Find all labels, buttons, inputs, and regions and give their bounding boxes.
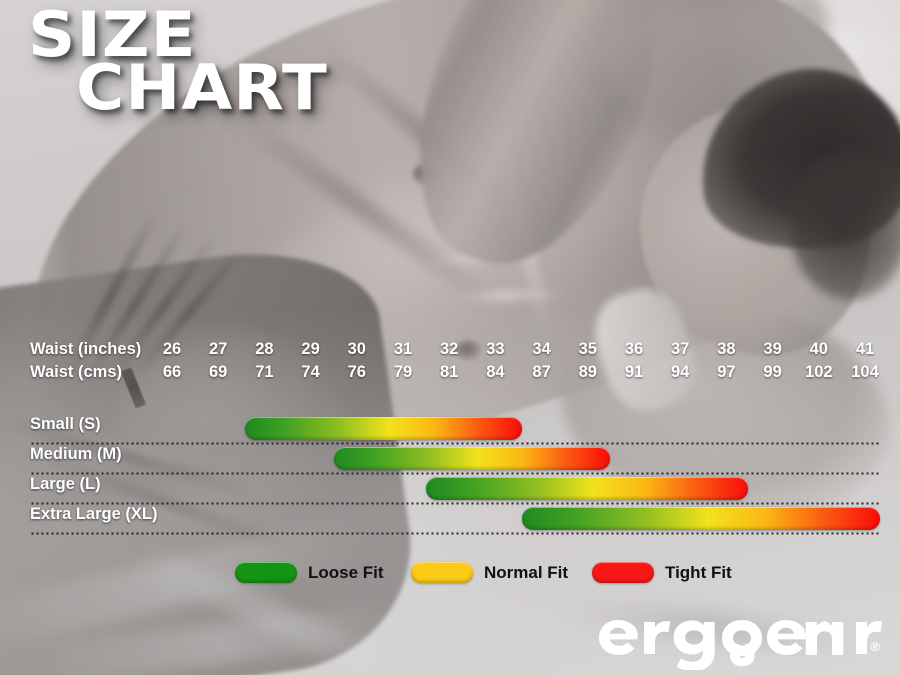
measurement-cell: 30 xyxy=(347,340,366,358)
measurement-cell: 34 xyxy=(532,340,551,358)
size-row: Extra Large (XL) xyxy=(0,505,900,535)
measurement-cell: 84 xyxy=(486,363,505,381)
measurement-cell: 79 xyxy=(393,363,413,381)
measurement-table: Waist (inches) 26 27 28 29 30 31 32 33 34 35 36 37 38… xyxy=(0,340,900,386)
measurement-row: Waist (inches) 26 27 28 29 30 31 32 33 34 35 36 37 38… xyxy=(0,340,900,363)
measurement-row: Waist (cms) 66 69 71 74 76 79 81 84 87 89 91 94 97 99 1… xyxy=(0,363,900,386)
size-row: Medium (M) xyxy=(0,445,900,475)
measurement-cell: 71 xyxy=(255,363,274,381)
ergowear-wordmark xyxy=(599,620,883,670)
registered-trademark-icon: ® xyxy=(870,639,880,654)
row-divider xyxy=(30,442,880,445)
legend-swatch xyxy=(235,562,297,583)
measurement-cell: 99 xyxy=(763,363,782,381)
measurement-row-label: Waist (cms) xyxy=(30,363,122,381)
measurement-cell: 29 xyxy=(301,340,320,358)
measurement-cell: 94 xyxy=(671,363,690,381)
measurement-cell: 41 xyxy=(855,340,875,358)
title-line-size: SIZE xyxy=(28,0,197,71)
fit-legend: Loose Fit Normal Fit Tight Fit xyxy=(0,562,900,590)
model-hair xyxy=(790,150,900,300)
size-row-label: Small (S) xyxy=(30,415,101,433)
page-title: SIZE CHART xyxy=(28,3,327,119)
row-divider xyxy=(30,532,880,535)
measurement-cell: 97 xyxy=(717,363,736,381)
legend-swatch xyxy=(592,562,654,583)
size-row: Large (L) xyxy=(0,475,900,505)
measurement-cell: 33 xyxy=(486,340,505,358)
row-divider xyxy=(30,472,880,475)
fit-range-bar xyxy=(334,447,610,470)
measurement-cell: 37 xyxy=(671,340,690,358)
size-row-label: Extra Large (XL) xyxy=(30,505,158,523)
measurement-cells: 26 27 28 29 30 31 32 33 34 35 36 37 38 39 40 41 xyxy=(0,340,900,363)
measurement-cell: 40 xyxy=(809,340,828,358)
size-row-label: Medium (M) xyxy=(30,445,122,463)
measurement-cell: 39 xyxy=(763,340,782,358)
measurement-cell: 66 xyxy=(162,363,182,381)
measurement-cell: 76 xyxy=(347,363,366,381)
legend-swatch xyxy=(411,562,473,583)
measurement-cell: 27 xyxy=(209,340,228,358)
measurement-cell: 91 xyxy=(624,363,644,381)
measurement-row-label: Waist (inches) xyxy=(30,340,142,358)
legend-label: Loose Fit xyxy=(308,562,384,582)
measurement-cell: 89 xyxy=(578,363,597,381)
ergowear-logo: ® xyxy=(588,602,888,670)
measurement-cell: 38 xyxy=(717,340,736,358)
fit-range-bar xyxy=(426,477,748,500)
size-rows: Small (S) Medium (M) Large (L) Extra Large … xyxy=(0,415,900,535)
measurement-cell: 36 xyxy=(624,340,644,358)
measurement-cell: 87 xyxy=(532,363,551,381)
measurement-cell: 102 xyxy=(805,363,833,381)
size-row-label: Large (L) xyxy=(30,475,101,493)
torso-detail xyxy=(455,340,481,360)
measurement-cell: 81 xyxy=(440,363,459,381)
size-row: Small (S) xyxy=(0,415,900,445)
fit-range-bar xyxy=(522,507,880,530)
measurement-cell: 31 xyxy=(393,340,413,358)
legend-label: Normal Fit xyxy=(484,562,569,582)
measurement-cell: 26 xyxy=(162,340,182,358)
legend-item: Tight Fit xyxy=(592,562,732,583)
legend-item: Loose Fit xyxy=(235,562,384,583)
row-divider xyxy=(30,502,880,505)
fit-range-bar xyxy=(245,417,522,440)
measurement-cell: 69 xyxy=(209,363,228,381)
title-line-chart: CHART xyxy=(76,51,328,125)
legend-item: Normal Fit xyxy=(411,562,568,583)
measurement-cell: 35 xyxy=(578,340,597,358)
measurement-cells: 66 69 71 74 76 79 81 84 87 89 91 94 97 99 102 104 xyxy=(0,363,900,386)
measurement-cell: 28 xyxy=(255,340,274,358)
measurement-cell: 74 xyxy=(301,363,320,381)
legend-label: Tight Fit xyxy=(665,562,732,582)
measurement-cell: 104 xyxy=(851,363,879,381)
measurement-cell: 32 xyxy=(440,340,459,358)
